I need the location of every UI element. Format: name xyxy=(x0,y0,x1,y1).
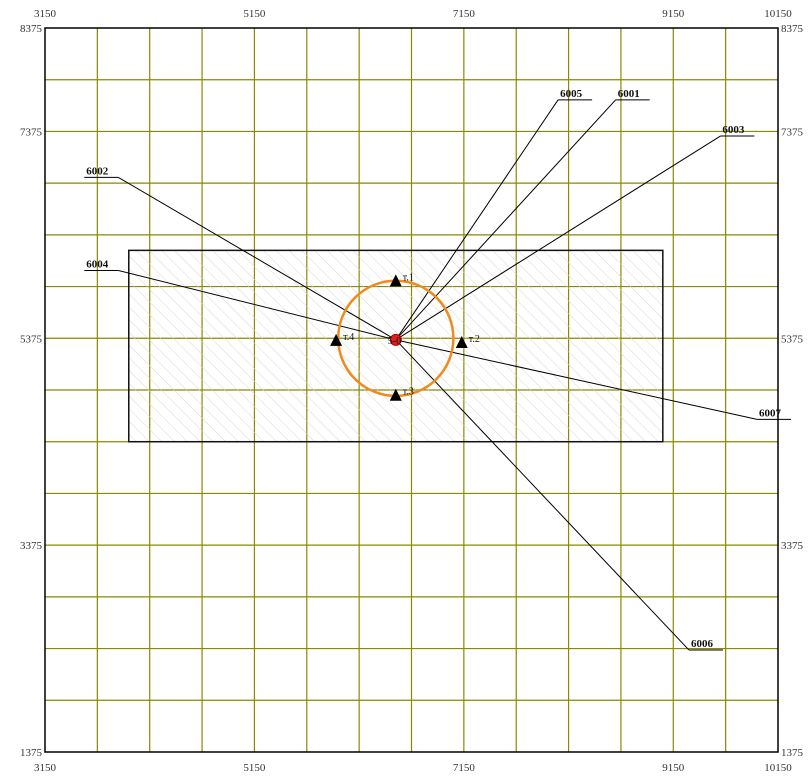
source-label-6003: 6003 xyxy=(722,124,745,136)
control-point-triangle xyxy=(389,388,402,401)
source-leader-line xyxy=(118,176,397,341)
x-tick-bottom: 5150 xyxy=(243,762,266,774)
control-point-label: т.1 xyxy=(403,272,414,283)
y-tick-left: 3375 xyxy=(20,540,43,552)
control-point-triangle xyxy=(455,335,468,348)
control-point-triangle xyxy=(389,274,402,287)
x-tick-top: 3150 xyxy=(34,8,57,20)
x-tick-bottom: 3150 xyxy=(34,762,57,774)
source-label-6006: 6006 xyxy=(691,638,714,650)
source-label-6007: 6007 xyxy=(759,407,782,419)
center-label: 5-0 xyxy=(388,336,401,347)
source-label-6001: 6001 xyxy=(618,88,640,100)
y-tick-right: 5375 xyxy=(781,333,804,345)
control-point-label: т.2 xyxy=(469,334,480,345)
control-points: т.1 т.2 т.3 т.4 xyxy=(330,272,480,401)
y-tick-left: 8375 xyxy=(20,23,43,35)
x-tick-bottom: 10150 xyxy=(764,762,792,774)
source-label-6005: 6005 xyxy=(560,88,583,100)
source-labels: 6005 6001 6003 6002 6004 6007 6006 xyxy=(86,88,781,650)
control-point-label: т.4 xyxy=(343,332,354,343)
source-leader-line xyxy=(395,99,617,341)
x-tick-bottom: 7150 xyxy=(453,762,476,774)
x-tick-top: 5150 xyxy=(243,8,266,20)
source-leader-line xyxy=(395,339,690,651)
y-tick-left: 5375 xyxy=(20,333,43,345)
axis-ticks: 3150 3150 5150 5150 7150 7150 9150 9150 10150 101… xyxy=(20,8,804,774)
source-label-6002: 6002 xyxy=(86,165,109,177)
source-leader-line xyxy=(395,135,721,341)
x-tick-top: 9150 xyxy=(662,8,685,20)
source-label-6004: 6004 xyxy=(86,258,109,270)
center-marker xyxy=(389,333,402,346)
map-frame xyxy=(44,27,779,753)
source-leader-lines xyxy=(84,99,792,651)
control-point-triangle xyxy=(330,333,343,346)
y-tick-right: 7375 xyxy=(781,126,804,138)
source-leader-line xyxy=(395,99,559,341)
x-tick-top: 10150 xyxy=(764,8,792,20)
source-leader-line xyxy=(395,339,758,420)
source-leader-line xyxy=(118,269,396,341)
y-tick-right: 1375 xyxy=(781,747,804,759)
y-tick-left: 7375 xyxy=(20,126,43,138)
y-tick-right: 8375 xyxy=(781,23,804,35)
y-tick-left: 1375 xyxy=(20,747,43,759)
grid xyxy=(44,27,779,753)
control-point-label: т.3 xyxy=(403,387,414,398)
y-tick-right: 3375 xyxy=(781,540,804,552)
x-tick-top: 7150 xyxy=(453,8,476,20)
x-tick-bottom: 9150 xyxy=(662,762,685,774)
